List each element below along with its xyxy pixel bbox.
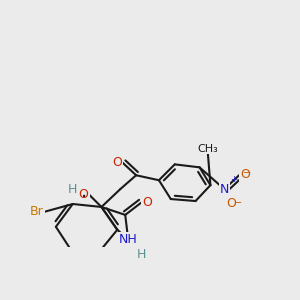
Text: O: O — [240, 168, 250, 181]
Text: H: H — [67, 183, 77, 196]
Text: NH: NH — [119, 233, 138, 246]
Text: H: H — [136, 248, 146, 261]
Text: −: − — [243, 168, 251, 178]
Text: N: N — [220, 183, 229, 196]
Text: CH₃: CH₃ — [197, 143, 218, 154]
Text: O: O — [226, 197, 236, 211]
Text: .: . — [81, 182, 87, 201]
Text: O: O — [112, 156, 122, 169]
Text: O: O — [79, 188, 88, 201]
Text: +: + — [230, 175, 237, 184]
Text: −: − — [234, 197, 242, 208]
Text: Br: Br — [30, 206, 44, 218]
Text: O: O — [142, 196, 152, 208]
